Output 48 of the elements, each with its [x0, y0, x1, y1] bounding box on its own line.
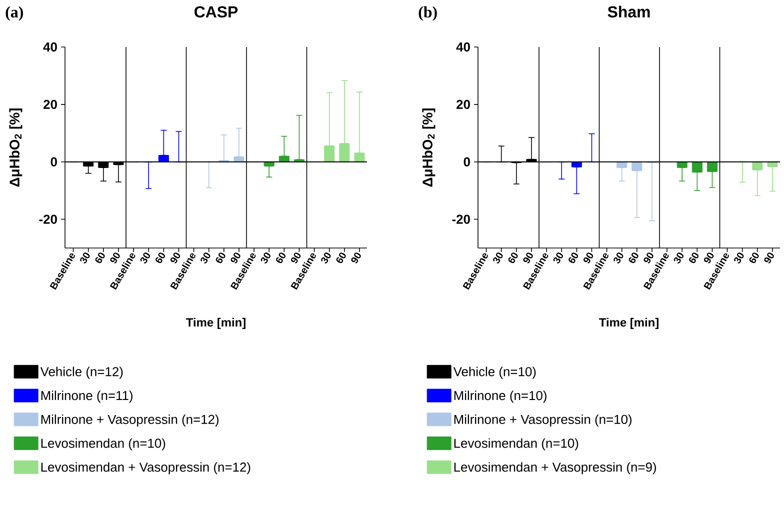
x-axis-title: Time [min]	[186, 318, 246, 329]
legend-label: Levosimendan (n=10)	[41, 438, 166, 450]
x-axis-title: Time [min]	[599, 318, 658, 329]
legend-label: Levosimendan + Vasopressin (n=12)	[41, 462, 250, 474]
x-tick-label: 90	[764, 252, 774, 264]
x-tick-label: 30	[553, 252, 563, 264]
legend-label: Milrinone (n=10)	[454, 390, 546, 403]
y-tick-label: 0	[50, 157, 57, 166]
x-tick-label: 30	[614, 252, 624, 264]
x-tick-label: 30	[200, 252, 210, 264]
chart-title: Sham	[608, 6, 650, 18]
y-tick-label: 0	[464, 157, 470, 166]
legend-label: Milrinone + Vasopressin (n=12)	[41, 414, 218, 427]
x-tick-label: 60	[568, 252, 578, 264]
x-tick-label: 60	[689, 252, 699, 264]
y-axis-title: ΔμHbO$_{2}$ [%]	[9, 108, 22, 187]
x-tick-label: 60	[336, 252, 346, 264]
x-tick-label: 30	[321, 252, 331, 264]
y-tick-label: -20	[39, 214, 57, 224]
x-tick-label: 60	[749, 252, 759, 264]
x-tick-label: 60	[276, 252, 286, 264]
y-tick-label: 40	[43, 42, 57, 52]
x-tick-label: 30	[80, 252, 90, 264]
y-tick-label: 40	[456, 42, 470, 52]
x-tick-label: 90	[351, 252, 361, 264]
legend-label: Vehicle (n=12)	[40, 366, 123, 379]
x-tick-label: 30	[493, 252, 503, 264]
legend-label: Milrinone (n=11)	[41, 390, 132, 403]
text: (b)	[418, 6, 437, 21]
y-axis-title: ΔμHbO$_{2}$ [%]	[422, 108, 436, 187]
x-tick-label: 60	[156, 252, 166, 264]
x-tick-label: 30	[734, 252, 744, 264]
x-tick-label: 60	[628, 252, 638, 264]
legend-label: Levosimendan + Vasopressin (n=9)	[454, 462, 656, 474]
x-tick-label: 30	[260, 252, 270, 264]
x-tick-label: 60	[508, 252, 518, 264]
x-tick-label: 60	[216, 252, 226, 264]
legend-label: Vehicle (n=10)	[453, 366, 536, 379]
y-tick-label: 20	[456, 100, 470, 110]
x-tick-label: 60	[95, 252, 105, 264]
chart-title: CASP	[194, 6, 238, 18]
legend-label: Levosimendan (n=10)	[454, 438, 578, 450]
x-tick-label: 30	[674, 252, 684, 264]
legend-label: Milrinone + Vasopressin (n=10)	[454, 414, 632, 427]
text: (a)	[6, 6, 23, 21]
x-tick-label: 30	[140, 252, 150, 264]
y-tick-label: 20	[44, 100, 57, 110]
y-tick-label: -20	[452, 214, 470, 224]
